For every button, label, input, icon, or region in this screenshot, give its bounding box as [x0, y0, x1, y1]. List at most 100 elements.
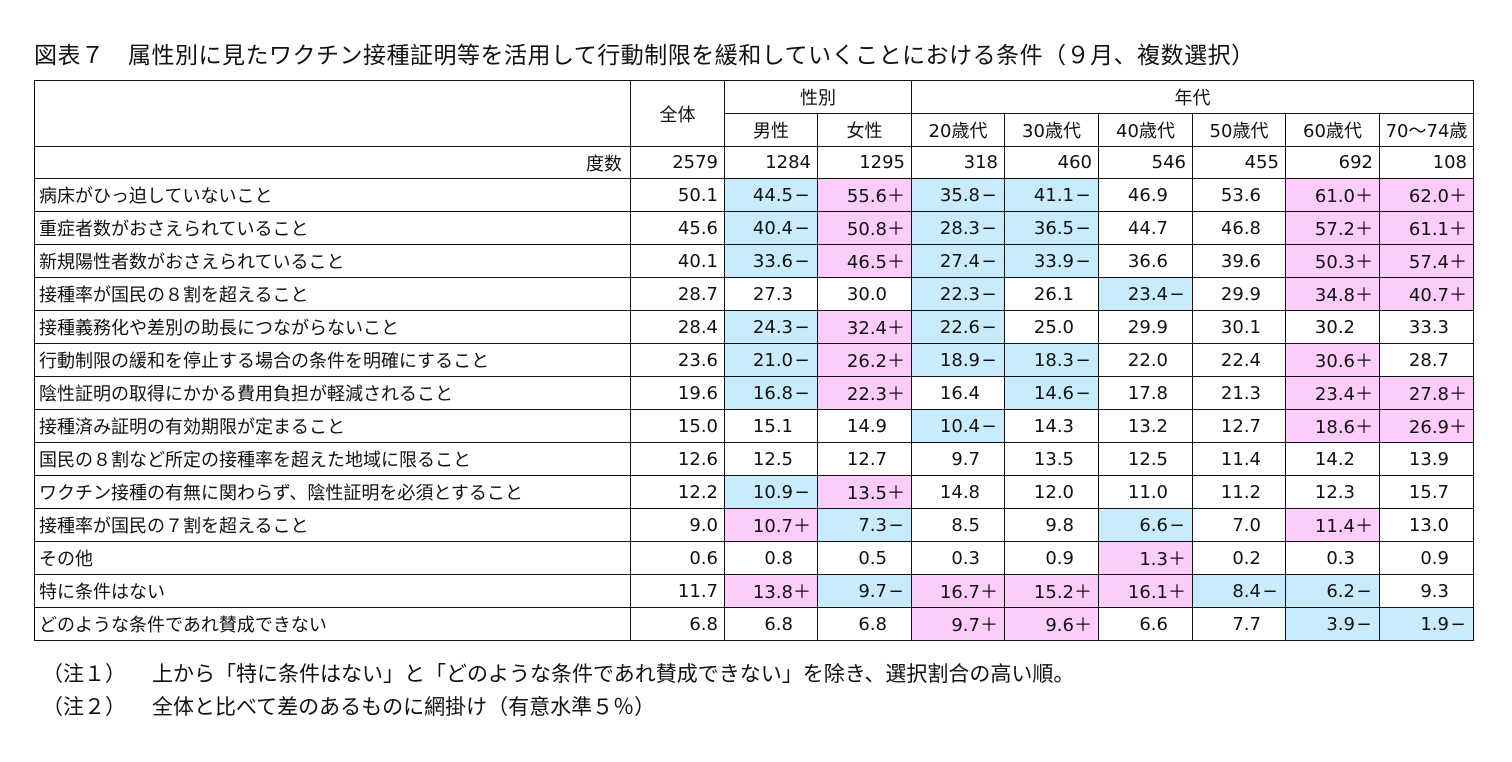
cell-value: 50.3 [1314, 252, 1355, 273]
significance-mark: ＋ [1355, 516, 1373, 537]
header-col: 女性 [817, 113, 912, 147]
cell-value: 33.6 [752, 250, 793, 272]
value-cell: 25.0 [1004, 310, 1099, 344]
significance-mark: − [1169, 514, 1185, 536]
value-cell: 22.4 [1192, 343, 1286, 377]
value-cell: 12.7 [1192, 409, 1286, 443]
value-cell: 23.4＋ [1285, 376, 1380, 410]
cell-value: 22.3 [939, 283, 980, 305]
value-cell: 7.3− [817, 508, 912, 542]
value-cell: 9.3 [1379, 574, 1474, 608]
cell-value: 13.5 [846, 483, 887, 504]
row-label: 接種率が国民の７割を超えること [34, 508, 631, 542]
value-cell: 17.8 [1098, 376, 1193, 410]
value-cell: 27.8＋ [1379, 376, 1474, 410]
value-cell: 18.3− [1004, 343, 1099, 377]
significance-mark: ＋ [793, 516, 811, 537]
cell-value: 3.9 [1326, 613, 1355, 635]
value-cell: 6.8 [817, 607, 912, 641]
significance-mark: ＋ [1355, 219, 1373, 240]
header-row-columns: 男性 女性 20歳代 30歳代 40歳代 50歳代 60歳代 70～74歳 [35, 113, 1474, 147]
table-row: 接種率が国民の８割を超えること 28.7 27.3 30.0 22.3− 26.1 23.4… [34, 277, 1474, 311]
row-label: 病床がひっ迫していないこと [34, 178, 631, 212]
cell-value: 46.8 [1220, 217, 1261, 239]
cell-value: 18.6 [1314, 417, 1355, 438]
value-cell: 16.1＋ [1098, 574, 1193, 608]
cell-value: 15.2 [1033, 582, 1074, 603]
value-cell: 11.7 [630, 574, 725, 608]
cell-value: 17.8 [1127, 382, 1168, 404]
significance-mark: − [1356, 580, 1372, 602]
figure-title: 図表７ 属性別に見たワクチン接種証明等を活用して行動制限を緩和していくことにおけ… [34, 43, 1255, 69]
significance-mark: ＋ [1355, 417, 1373, 438]
cell-value: 0.2 [1232, 547, 1261, 569]
notes: （注１） 上から「特に条件はない」と「どのような条件であれ賛成できない」を除き、選… [42, 658, 1074, 724]
cell-value: 12.7 [1220, 415, 1261, 437]
row-label: ワクチン接種の有無に関わらず、陰性証明を必須とすること [34, 475, 631, 509]
cell-value: 44.7 [1127, 217, 1168, 239]
value-cell: 6.2− [1285, 574, 1380, 608]
value-cell: 1.3＋ [1098, 541, 1193, 575]
significance-mark: ＋ [980, 582, 998, 603]
value-cell: 23.6 [630, 343, 725, 377]
value-cell: 50.1 [630, 178, 725, 212]
value-cell: 15.2＋ [1004, 574, 1099, 608]
row-label: 接種義務化や差別の助長につながらないこと [34, 310, 631, 344]
cell-value: 36.6 [1127, 250, 1168, 272]
value-cell: 23.4− [1098, 277, 1193, 311]
value-cell: 36.6 [1098, 244, 1193, 278]
note-1: （注１） 上から「特に条件はない」と「どのような条件であれ賛成できない」を除き、選… [42, 658, 1074, 691]
note-text: 上から「特に条件はない」と「どのような条件であれ賛成できない」を除き、選択割合の… [152, 662, 1075, 686]
value-cell: 3.9− [1285, 607, 1380, 641]
cell-value: 10.7 [752, 516, 793, 537]
cell-value: 8.5 [951, 514, 980, 536]
value-cell: 14.2 [1285, 442, 1380, 476]
cell-value: 12.7 [846, 448, 887, 470]
value-cell: 14.8 [911, 475, 1005, 509]
table-row: 重症者数がおさえられていること 45.6 40.4− 50.8＋ 28.3− 36.5− 4… [34, 211, 1474, 245]
value-cell: 16.7＋ [911, 574, 1005, 608]
value-cell: 12.2 [630, 475, 725, 509]
cell-value: 24.3 [752, 316, 793, 338]
cell-value: 7.7 [1232, 613, 1261, 635]
significance-mark: − [794, 184, 810, 206]
cell-value: 40.4 [752, 217, 793, 239]
table-row: どのような条件であれ賛成できない 6.8 6.8 6.8 9.7＋ 9.6＋ 6.6 7.7 3… [34, 607, 1474, 641]
value-cell: 45.6 [630, 211, 725, 245]
value-cell: 27.4− [911, 244, 1005, 278]
cell-value: 6.2 [1326, 580, 1355, 602]
row-label: 重症者数がおさえられていること [34, 211, 631, 245]
value-cell: 28.7 [1379, 343, 1474, 377]
value-cell: 28.3− [911, 211, 1005, 245]
significance-mark: − [981, 415, 997, 437]
cell-value: 30.0 [846, 283, 887, 305]
cell-value: 44.5 [752, 184, 793, 206]
value-cell: 8.5 [911, 508, 1005, 542]
significance-mark: − [794, 250, 810, 272]
value-cell: 29.9 [1192, 277, 1286, 311]
significance-mark: − [981, 349, 997, 371]
value-cell: 41.1− [1004, 178, 1099, 212]
value-cell: 33.6− [724, 244, 818, 278]
significance-mark: ＋ [1168, 549, 1186, 570]
value-cell: 40.7＋ [1379, 277, 1474, 311]
value-cell: 6.8 [630, 607, 725, 641]
header-col: 50歳代 [1192, 113, 1286, 147]
cell-value: 15.7 [1408, 481, 1449, 503]
value-cell: 28.7 [630, 277, 725, 311]
count-cell: 1295 [817, 146, 912, 179]
cell-value: 40.1 [677, 250, 718, 272]
value-cell: 40.1 [630, 244, 725, 278]
cell-value: 12.5 [752, 448, 793, 470]
value-cell: 9.6＋ [1004, 607, 1099, 641]
value-cell: 46.8 [1192, 211, 1286, 245]
table-row: 接種済み証明の有効期限が定まること 15.0 15.1 14.9 10.4− 14.3 13… [34, 409, 1474, 443]
count-cell: 460 [1004, 146, 1099, 179]
value-cell: 40.4− [724, 211, 818, 245]
significance-mark: ＋ [887, 219, 905, 240]
cell-value: 21.0 [752, 349, 793, 371]
cell-value: 9.7 [858, 580, 887, 602]
header-col: 男性 [724, 113, 818, 147]
cell-value: 22.4 [1220, 349, 1261, 371]
value-cell: 9.7＋ [911, 607, 1005, 641]
